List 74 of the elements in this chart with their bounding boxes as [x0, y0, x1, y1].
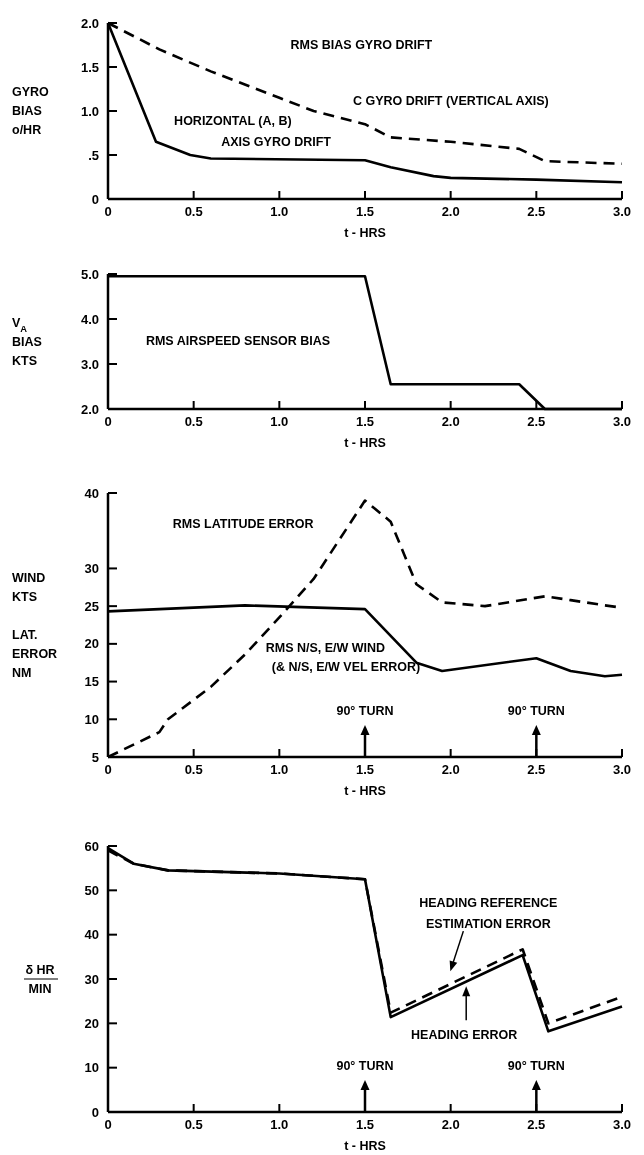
x-tick-label: 0.5: [184, 414, 203, 429]
y-tick-label: 40: [84, 927, 99, 943]
x-tick-label: 1.5: [355, 204, 375, 219]
y-tick-label: 40: [84, 485, 99, 501]
y-tick-label: 2.0: [80, 401, 99, 417]
y-tick-label: 4.0: [80, 311, 99, 327]
x-tick-label: 2.0: [441, 1117, 460, 1132]
y-axis-title: δ HR MIN: [25, 962, 55, 996]
annotation: RMS LATITUDE ERROR: [172, 516, 314, 531]
x-tick-label: 1.0: [270, 414, 289, 429]
x-tick-label: 2.5: [527, 762, 546, 777]
x-tick-label: 0: [104, 1117, 112, 1132]
y-tick-label: 30: [84, 971, 99, 987]
x-tick-label: 2.5: [527, 414, 546, 429]
x-tick-label: 0: [104, 204, 112, 219]
x-tick-label: 0: [104, 414, 112, 429]
x-tick-label: 3.0: [612, 414, 632, 429]
annotation: ESTIMATION ERROR: [425, 916, 551, 931]
y-tick-label: 3.0: [80, 356, 99, 372]
y-tick-label: .5: [88, 147, 99, 163]
y-tick-label: 15: [84, 674, 99, 690]
annotation: AXIS GYRO DRIFT: [221, 135, 332, 150]
annotation: HORIZONTAL (A, B): [174, 114, 292, 129]
y-tick-label: 30: [84, 560, 99, 576]
y-tick-label: 20: [84, 636, 99, 652]
y-axis-title: V$_{A}$ BIAS KTS: [12, 315, 42, 368]
annotation: RMS N/S, E/W WIND: [265, 641, 386, 656]
x-tick-label: 0.5: [184, 762, 203, 777]
x-tick-label: 2.0: [441, 414, 460, 429]
x-axis-title: t - HRS: [344, 784, 386, 798]
x-tick-label: 3.0: [612, 762, 632, 777]
y-tick-label: 5: [91, 749, 99, 765]
x-tick-label: 2.0: [441, 204, 460, 219]
x-axis-title: t - HRS: [344, 436, 386, 450]
x-tick-label: 0.5: [184, 1117, 203, 1132]
x-tick-label: 1.0: [270, 204, 289, 219]
x-tick-label: 3.0: [612, 204, 632, 219]
x-tick-label: 1.5: [355, 414, 375, 429]
y-tick-label: 25: [84, 598, 99, 614]
y-tick-label: 10: [84, 711, 99, 727]
text: WIND KTS LAT. ERROR NM: [12, 570, 58, 680]
y-tick-label: 60: [84, 838, 99, 854]
annotation: HEADING REFERENCE: [419, 895, 558, 910]
annotation: RMS AIRSPEED SENSOR BIAS: [145, 333, 331, 348]
x-tick-label: 3.0: [612, 1117, 632, 1132]
annotation: (& N/S, E/W VEL ERROR): [271, 659, 421, 674]
ref-line-label: 90° TURN: [507, 1059, 565, 1073]
x-tick-label: 1.5: [355, 762, 375, 777]
x-tick-label: 0: [104, 762, 112, 777]
x-tick-label: 2.5: [527, 204, 546, 219]
x-tick-label: 1.0: [270, 762, 289, 777]
y-tick-label: 20: [84, 1015, 99, 1031]
x-tick-label: 2.5: [527, 1117, 546, 1132]
y-tick-label: 10: [84, 1060, 99, 1076]
annotation: RMS BIAS GYRO DRIFT: [290, 37, 433, 52]
x-tick-label: 2.0: [441, 762, 460, 777]
ref-line-label: 90° TURN: [507, 704, 565, 718]
y-tick-label: 1.0: [80, 103, 99, 119]
x-tick-label: 0.5: [184, 204, 203, 219]
x-axis-title: t - HRS: [344, 1139, 386, 1153]
x-tick-label: 1.0: [270, 1117, 289, 1132]
ref-line-label: 90° TURN: [336, 704, 394, 718]
x-tick-label: 1.5: [355, 1117, 375, 1132]
y-tick-label: 2.0: [80, 15, 99, 31]
y-axis-title: GYRO BIAS o/HR: [12, 85, 50, 137]
y-tick-label: 1.5: [80, 59, 99, 75]
y-tick-label: 0: [91, 191, 99, 207]
annotation: HEADING ERROR: [411, 1027, 518, 1042]
ref-line-label: 90° TURN: [336, 1059, 394, 1073]
y-tick-label: 5.0: [80, 266, 99, 282]
annotation: C GYRO DRIFT (VERTICAL AXIS): [352, 93, 549, 108]
y-tick-label: 50: [84, 882, 99, 898]
x-axis-title: t - HRS: [344, 226, 386, 240]
y-tick-label: 0: [91, 1104, 99, 1120]
